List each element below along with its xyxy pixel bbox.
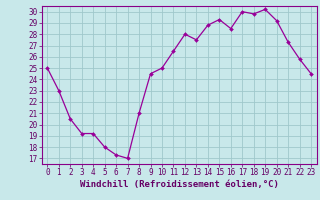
- X-axis label: Windchill (Refroidissement éolien,°C): Windchill (Refroidissement éolien,°C): [80, 180, 279, 189]
